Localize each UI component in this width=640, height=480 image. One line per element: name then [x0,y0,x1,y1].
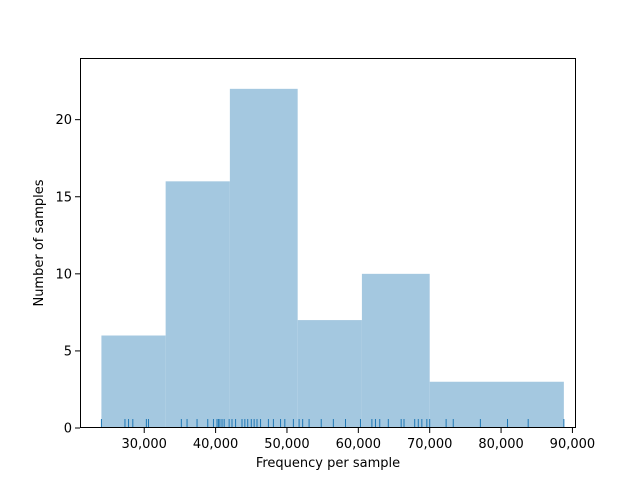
x-tick-label: 50,000 [264,437,310,452]
x-tick-label: 80,000 [478,437,524,452]
histogram-bar-3 [297,320,362,428]
x-tick-label: 30,000 [121,437,167,452]
y-tick-label: 0 [64,422,72,437]
histogram-bar-1 [165,181,230,428]
y-tick-label: 5 [64,344,72,359]
x-tick-label: 90,000 [550,437,596,452]
histogram-bar-4 [361,273,430,428]
histogram-bar-0 [101,335,166,428]
plot-frame [80,58,576,428]
y-tick-label: 15 [55,190,72,205]
y-tick-label: 10 [55,267,72,282]
rug-marks [100,419,565,428]
histogram-bar-5 [429,381,564,428]
y-tick-label: 20 [55,113,72,128]
y-axis-ticks: 0 5 10 15 20 [55,113,80,437]
y-axis-label: Number of samples [32,179,47,306]
x-tick-label: 70,000 [407,437,453,452]
x-axis-label: Frequency per sample [256,456,400,471]
x-tick-label: 40,000 [193,437,239,452]
x-tick-label: 60,000 [336,437,382,452]
x-axis-ticks: 30,000 40,000 50,000 60,000 70,000 80,000 90,0… [121,428,595,452]
histogram-bars [101,88,564,428]
histogram-bar-2 [229,88,298,428]
